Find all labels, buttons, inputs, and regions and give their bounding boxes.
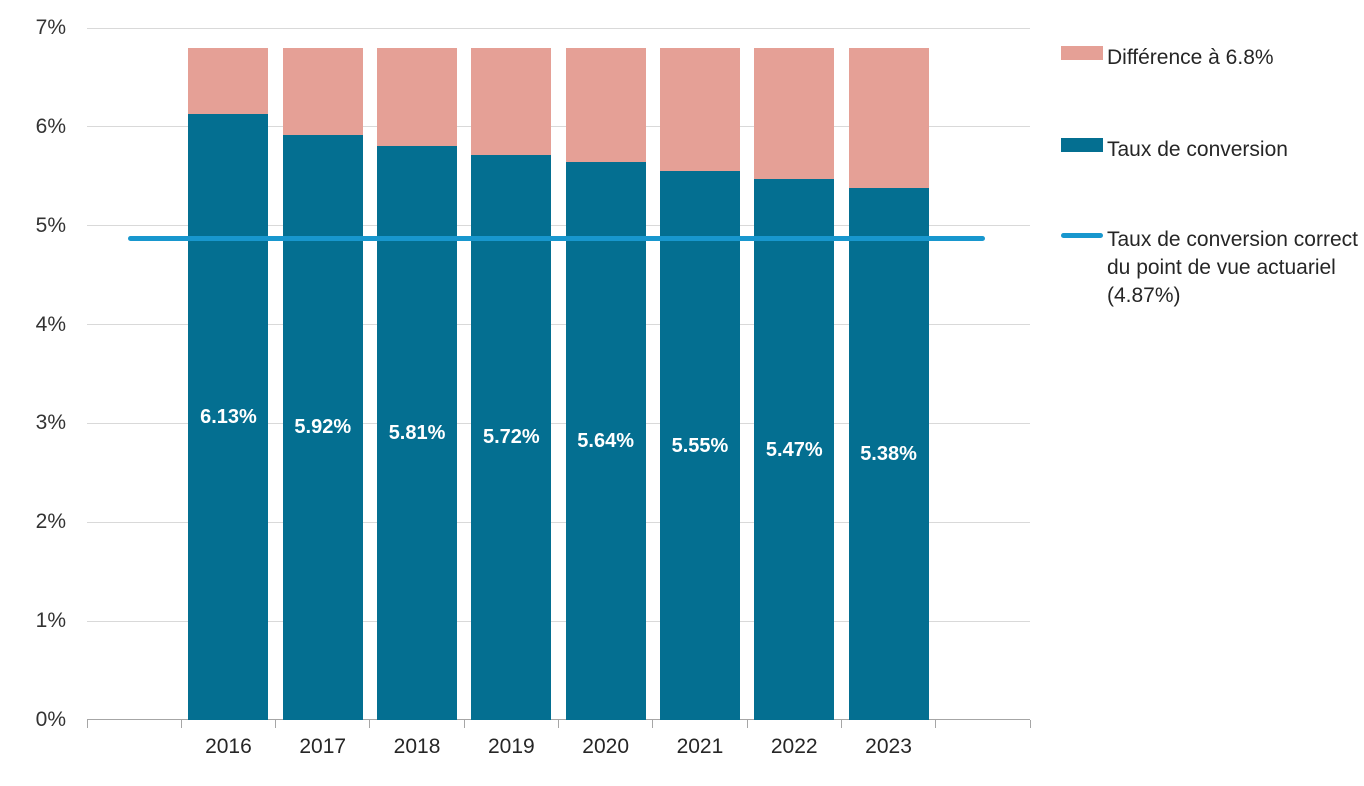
bar-segment-difference	[565, 47, 646, 163]
bar-segment-difference	[754, 47, 835, 180]
bar-segment-taux-de-conversion	[754, 179, 835, 720]
bar-segment-difference	[659, 47, 740, 172]
legend-swatch-difference	[1061, 46, 1103, 60]
x-axis-tick	[275, 720, 277, 728]
legend-label-taux: Taux de conversion	[1107, 138, 1288, 161]
bar-data-label: 5.55%	[671, 434, 729, 457]
x-axis-tick	[369, 720, 371, 728]
bar-data-label: 5.81%	[388, 421, 446, 444]
legend-item-taux: Taux de conversion	[1061, 136, 1288, 164]
x-axis-tick-label: 2018	[393, 735, 441, 758]
bar-segment-difference	[848, 47, 929, 189]
x-axis-tick-label: 2023	[865, 735, 912, 758]
x-axis-tick	[558, 720, 559, 728]
x-axis-tick	[840, 720, 842, 728]
x-axis-line	[87, 719, 1030, 720]
gridline	[87, 27, 1030, 29]
y-axis-tick-label: 2%	[35, 510, 66, 534]
bar-data-label: 5.72%	[482, 426, 540, 449]
gridline	[87, 225, 1030, 227]
bar-data-label: 6.13%	[200, 406, 257, 429]
x-axis-tick-label: 2021	[676, 735, 724, 758]
legend-item-difference: Différence à 6.8%	[1061, 44, 1274, 72]
bar-data-label: 5.92%	[294, 416, 352, 439]
x-axis-tick	[86, 720, 88, 728]
y-axis-tick-label: 5%	[35, 213, 66, 237]
gridline	[87, 324, 1030, 326]
plot-area: 6.13% 5.92% 5.81% 5.72% 5.64% 5.55% 5.47% 5.38%	[86, 27, 1031, 728]
x-axis-tick-label: 2020	[582, 735, 629, 758]
legend-swatch-reference-line	[1061, 233, 1103, 238]
reference-line	[128, 236, 985, 242]
gridline	[87, 620, 1030, 622]
legend-label-reference-line: Taux de conversion correct du point de v…	[1107, 228, 1358, 307]
x-axis-tick	[652, 720, 654, 728]
x-axis-tick	[746, 720, 748, 728]
bar-segment-taux-de-conversion	[282, 134, 363, 720]
x-axis-tick-label: 2022	[770, 735, 818, 758]
y-axis-tick-label: 4%	[35, 312, 66, 336]
bar-segment-taux-de-conversion	[188, 114, 269, 720]
x-axis-tick-label: 2016	[205, 735, 252, 758]
y-axis-tick-label: 0%	[35, 708, 66, 731]
x-axis-tick	[463, 720, 465, 728]
bar-segment-taux-de-conversion	[848, 188, 929, 720]
bar-data-label: 5.47%	[765, 438, 823, 461]
bar-segment-taux-de-conversion	[659, 171, 740, 720]
gridline	[87, 422, 1030, 424]
gridline	[87, 126, 1030, 128]
x-axis-tick	[180, 720, 182, 728]
bar-segment-taux-de-conversion	[471, 154, 552, 720]
bar-data-label: 5.64%	[577, 430, 634, 453]
y-axis-tick-label: 1%	[35, 609, 66, 633]
y-axis-tick-label: 7%	[35, 16, 66, 39]
bar-segment-difference	[471, 47, 552, 155]
bar-segment-difference	[282, 47, 363, 135]
bar-data-label: 5.38%	[860, 443, 917, 466]
gridline	[87, 521, 1030, 523]
bar-segment-taux-de-conversion	[565, 162, 646, 720]
bar-segment-difference	[188, 47, 269, 115]
legend-label-difference: Différence à 6.8%	[1107, 46, 1274, 69]
x-axis-tick-label: 2019	[487, 735, 535, 758]
bar-segment-difference	[377, 47, 458, 146]
x-axis-tick	[1029, 720, 1031, 728]
bar-segment-taux-de-conversion	[377, 145, 458, 720]
y-axis-tick-label: 3%	[35, 411, 66, 435]
legend-swatch-taux	[1061, 138, 1103, 152]
x-axis-tick-label: 2017	[299, 735, 347, 758]
legend-item-reference-line: Taux de conversion correct du point de v…	[1061, 226, 1362, 310]
y-axis-tick-label: 6%	[35, 114, 66, 138]
x-axis-tick	[935, 720, 937, 728]
